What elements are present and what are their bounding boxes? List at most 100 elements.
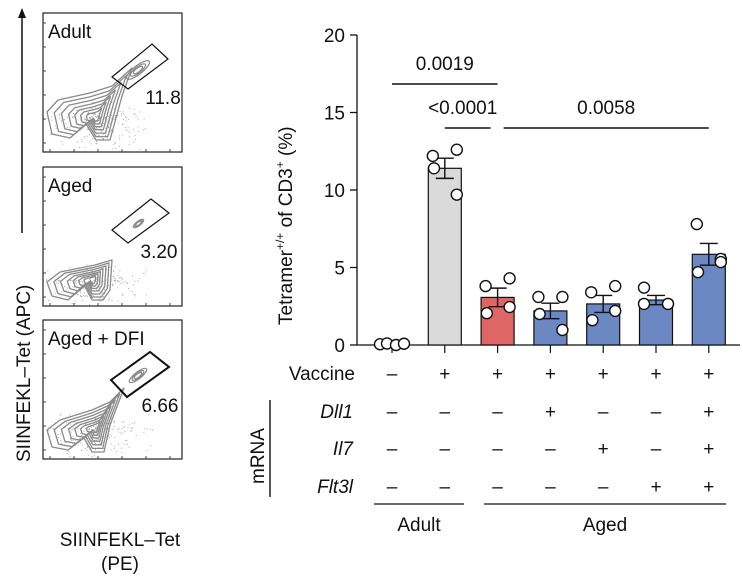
y-tick-label: 10 bbox=[324, 181, 345, 202]
event-dot bbox=[98, 290, 100, 291]
event-dot bbox=[114, 445, 116, 447]
event-dot bbox=[92, 294, 94, 296]
event-dot bbox=[93, 439, 95, 441]
event-dot bbox=[118, 428, 120, 430]
event-dot bbox=[114, 115, 116, 117]
event-dot bbox=[94, 427, 96, 429]
event-dot bbox=[89, 134, 91, 136]
event-dot bbox=[87, 446, 88, 448]
event-dot bbox=[48, 430, 50, 432]
event-dot bbox=[108, 122, 110, 124]
event-dot bbox=[77, 294, 79, 296]
event-dot bbox=[98, 113, 100, 115]
event-dot bbox=[99, 286, 101, 288]
event-dot bbox=[98, 117, 100, 119]
event-dot bbox=[60, 413, 62, 415]
event-dot bbox=[110, 131, 111, 133]
event-dot bbox=[71, 428, 73, 430]
data-point bbox=[450, 188, 463, 201]
event-dot bbox=[75, 440, 77, 441]
contour-line bbox=[132, 65, 144, 75]
event-dot bbox=[92, 297, 94, 299]
event-dot bbox=[125, 129, 127, 131]
event-dot bbox=[137, 126, 139, 128]
event-dot bbox=[83, 283, 85, 285]
event-dot bbox=[83, 136, 85, 137]
event-dot bbox=[75, 110, 77, 112]
event-dot bbox=[113, 277, 115, 279]
contour-line bbox=[53, 393, 121, 450]
event-dot bbox=[77, 427, 79, 429]
event-dot bbox=[96, 427, 98, 429]
event-dot bbox=[84, 137, 86, 139]
event-dot bbox=[74, 300, 76, 302]
condition-value: – bbox=[387, 402, 398, 423]
event-dot bbox=[113, 422, 115, 424]
event-dot bbox=[91, 436, 93, 438]
condition-value: + bbox=[492, 364, 503, 385]
event-dot bbox=[80, 290, 81, 292]
event-dot bbox=[57, 436, 59, 438]
event-dot bbox=[77, 421, 79, 423]
event-dot bbox=[126, 439, 128, 441]
condition-value: + bbox=[703, 477, 714, 498]
event-dot bbox=[85, 423, 86, 425]
condition-row-label: Vaccine bbox=[289, 364, 355, 385]
event-dot bbox=[83, 117, 85, 119]
event-dot bbox=[75, 280, 77, 282]
event-dot bbox=[118, 431, 120, 433]
event-dot bbox=[97, 115, 99, 117]
contour-line bbox=[67, 405, 112, 442]
event-dot bbox=[115, 281, 117, 283]
event-dot bbox=[110, 115, 112, 116]
event-dot bbox=[123, 118, 125, 120]
event-dot bbox=[108, 127, 110, 128]
event-dot bbox=[112, 427, 114, 429]
event-dot bbox=[77, 444, 79, 446]
event-dot bbox=[77, 141, 78, 143]
event-dot bbox=[112, 148, 114, 150]
event-dot bbox=[98, 441, 100, 443]
contour-line bbox=[131, 370, 145, 381]
event-dot bbox=[103, 138, 104, 140]
event-dot bbox=[105, 117, 106, 119]
event-dot bbox=[120, 447, 122, 449]
contour-line bbox=[85, 107, 103, 122]
event-dot bbox=[105, 134, 107, 136]
contour-line bbox=[129, 63, 147, 77]
data-point bbox=[532, 290, 545, 304]
event-dot bbox=[134, 134, 136, 136]
event-dot bbox=[57, 283, 59, 285]
event-dot bbox=[69, 127, 71, 129]
event-dot bbox=[80, 432, 82, 434]
event-dot bbox=[146, 428, 148, 430]
event-dot bbox=[128, 119, 130, 120]
flow-x-axis-label: SIINFEKL–Tet bbox=[60, 530, 181, 551]
event-dot bbox=[99, 442, 101, 444]
event-dot bbox=[94, 428, 96, 430]
event-dot bbox=[95, 143, 97, 145]
event-dot bbox=[79, 292, 81, 294]
event-dot bbox=[121, 452, 123, 454]
event-dot bbox=[85, 272, 87, 273]
contour-line bbox=[53, 262, 110, 298]
contour-line bbox=[125, 60, 151, 80]
event-dot bbox=[83, 295, 84, 296]
condition-value: – bbox=[598, 402, 609, 423]
event-dot bbox=[49, 435, 51, 437]
event-dot bbox=[95, 425, 97, 427]
event-dot bbox=[72, 436, 74, 438]
event-dot bbox=[130, 430, 132, 432]
event-dot bbox=[99, 290, 100, 292]
event-dot bbox=[73, 116, 75, 118]
contour-line bbox=[46, 67, 133, 141]
event-dot bbox=[123, 113, 124, 115]
event-dot bbox=[96, 133, 98, 135]
p-value-label: 0.0019 bbox=[416, 54, 474, 75]
event-dot bbox=[102, 125, 103, 126]
p-value-label: 0.0058 bbox=[577, 98, 635, 119]
event-dot bbox=[128, 287, 129, 289]
data-point bbox=[479, 279, 492, 293]
event-dot bbox=[109, 433, 111, 435]
event-dot bbox=[96, 140, 97, 142]
